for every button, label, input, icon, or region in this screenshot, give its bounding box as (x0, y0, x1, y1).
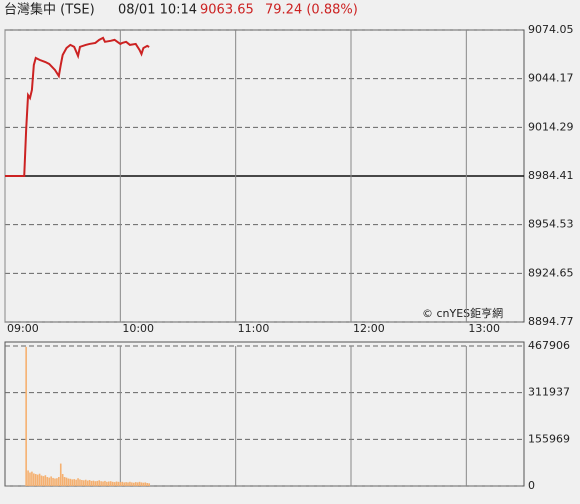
price-line (5, 36, 150, 177)
volume-bar (88, 480, 91, 486)
volume-bar (44, 475, 47, 486)
volume-panel (4, 341, 525, 487)
price: 9063.65 (200, 3, 254, 18)
volume-bar (40, 475, 43, 486)
volume-bar (27, 470, 29, 486)
volume-bar (54, 478, 56, 486)
volume-bar (100, 481, 102, 486)
volume-bar (90, 480, 93, 486)
y-tick-label: 155969 (528, 432, 570, 445)
y-tick-label: 8954.53 (528, 218, 574, 231)
volume-bar (61, 474, 64, 486)
y-tick-label: 9044.17 (528, 72, 574, 85)
volume-bar (140, 482, 143, 486)
volume-bar (117, 481, 120, 486)
y-tick-label: 9014.29 (528, 120, 574, 133)
volume-bar (148, 483, 150, 486)
y-tick-label: 8984.41 (528, 169, 574, 182)
volume-bar (73, 479, 75, 486)
volume-bar (104, 480, 106, 486)
timestamp: 08/01 10:14 (118, 3, 197, 18)
volume-bar (119, 482, 122, 486)
volume-bar (96, 480, 99, 486)
volume-bar (75, 479, 77, 486)
volume-bar (42, 476, 45, 486)
y-tick-label: 8894.77 (528, 315, 574, 328)
x-tick-label: 13:00 (468, 322, 500, 335)
volume-bar (146, 483, 149, 486)
volume-bar (92, 480, 95, 486)
y-tick-label: 0 (528, 479, 535, 492)
x-tick-label: 10:00 (122, 322, 154, 335)
x-tick-label: 11:00 (238, 322, 270, 335)
volume-bar (108, 481, 110, 486)
volume-bar (67, 478, 70, 486)
volume-bar (52, 477, 54, 486)
volume-bar (109, 481, 112, 486)
volume-bar (48, 477, 51, 486)
y-tick-label: 9074.05 (528, 23, 574, 36)
volume-bar (129, 481, 131, 486)
volume-bar (38, 473, 41, 486)
volume-bar (77, 478, 79, 486)
volume-bar (71, 479, 74, 486)
volume-bar (132, 482, 135, 486)
volume-bar (81, 480, 83, 486)
volume-bar (125, 482, 127, 486)
volume-bar (142, 482, 145, 486)
x-tick-label: 12:00 (353, 322, 385, 335)
volume-bar (46, 477, 49, 486)
volume-bar (98, 480, 100, 486)
volume-bar (25, 346, 27, 486)
volume-bar (31, 471, 33, 486)
volume-bar (111, 481, 114, 486)
volume-bar (86, 480, 89, 486)
x-tick-label: 09:00 (7, 322, 39, 335)
volume-bar (29, 472, 31, 486)
credit: © cnYES鉅亨網 (422, 306, 503, 320)
volume-bar (136, 482, 139, 486)
volume-bar (144, 482, 147, 486)
volume-bar (121, 481, 124, 486)
volume-bar (50, 476, 52, 486)
volume-bar (113, 482, 116, 486)
volume-bar (94, 481, 97, 486)
volume-bar (83, 480, 85, 486)
volume-bar (59, 463, 62, 486)
volume-bar (63, 477, 66, 486)
volume-bar (134, 482, 137, 486)
y-tick-label: 8924.65 (528, 266, 574, 279)
volume-bar (56, 478, 58, 486)
volume-bar (69, 478, 72, 486)
volume-bar (138, 481, 141, 486)
volume-bar (33, 473, 35, 486)
volume-bar (115, 481, 118, 486)
volume-bar (58, 477, 60, 486)
volume-bar (127, 482, 129, 486)
volume-bar (106, 481, 108, 486)
volume-bar (65, 477, 68, 486)
volume-bar (123, 482, 125, 486)
index-name: 台灣集中 (TSE) (4, 2, 95, 18)
volume-bar (131, 482, 133, 486)
volume-bar (79, 479, 81, 486)
y-tick-label: 311937 (528, 386, 570, 399)
volume-bar (34, 474, 37, 486)
volume-bar (36, 474, 39, 486)
change: 79.24 (0.88%) (265, 3, 358, 18)
y-tick-label: 467906 (528, 339, 570, 352)
volume-bar (102, 481, 104, 486)
volume-bar (84, 479, 87, 486)
